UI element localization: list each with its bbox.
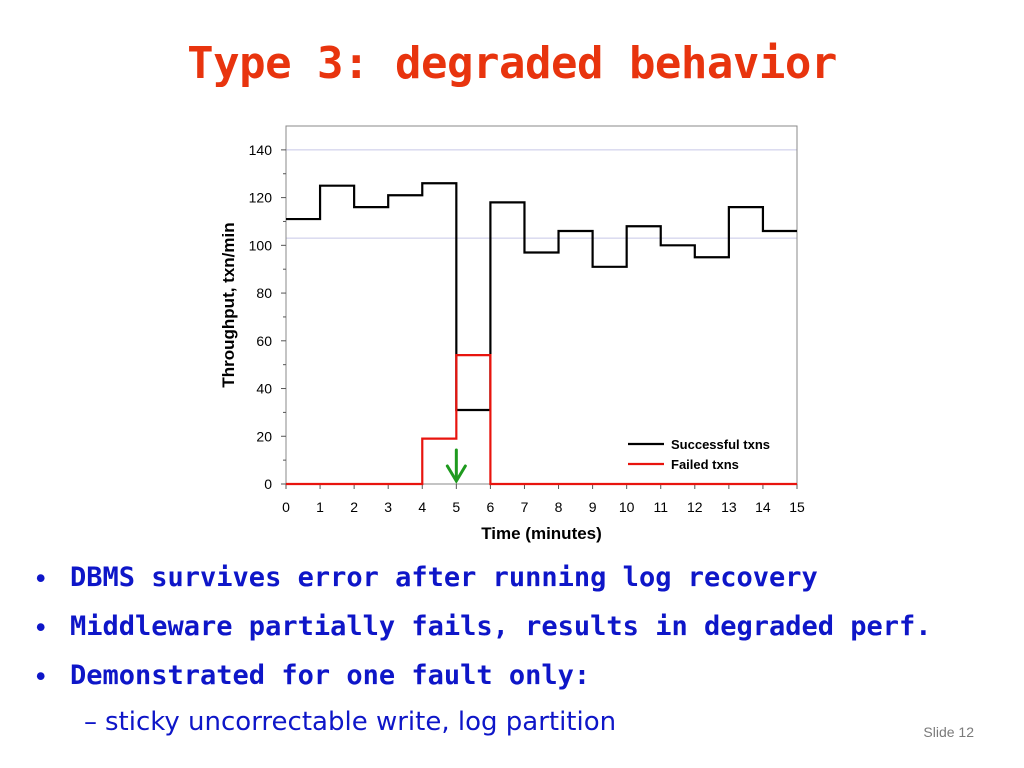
bullet-item: • Demonstrated for one fault only: xyxy=(36,656,996,705)
bullet-list: • DBMS survives error after running log … xyxy=(36,558,996,705)
y-tick-label: 0 xyxy=(264,476,272,492)
sub-bullet: – sticky uncorrectable write, log partiti… xyxy=(84,704,616,740)
x-tick-label: 4 xyxy=(418,499,426,515)
x-tick-label: 3 xyxy=(384,499,392,515)
y-tick-label: 80 xyxy=(256,285,272,301)
x-tick-label: 15 xyxy=(789,499,805,515)
x-tick-label: 10 xyxy=(619,499,635,515)
x-tick-label: 12 xyxy=(687,499,703,515)
slide-number: Slide 12 xyxy=(923,724,974,740)
bullet-text: DBMS survives error after running log re… xyxy=(70,562,818,593)
bullet-marker: • xyxy=(36,612,46,642)
x-tick-label: 9 xyxy=(589,499,597,515)
bullet-text: Demonstrated for one fault only: xyxy=(70,660,591,691)
bullet-marker: • xyxy=(36,661,46,691)
arrow-stroke xyxy=(445,464,467,484)
y-tick-label: 20 xyxy=(256,428,272,444)
bullet-item: • DBMS survives error after running log … xyxy=(36,558,996,607)
x-tick-label: 8 xyxy=(555,499,563,515)
x-tick-label: 6 xyxy=(487,499,495,515)
x-tick-label: 11 xyxy=(653,499,668,515)
x-tick-label: 14 xyxy=(755,499,771,515)
y-axis-label: Throughput, txn/min xyxy=(219,222,238,387)
x-tick-label: 13 xyxy=(721,499,737,515)
x-tick-label: 2 xyxy=(350,499,358,515)
y-tick-label: 60 xyxy=(256,333,272,349)
legend-label: Failed txns xyxy=(671,457,739,472)
slide-title: Type 3: degraded behavior xyxy=(187,38,837,89)
plot-frame xyxy=(285,125,798,485)
x-axis-label: Time (minutes) xyxy=(481,524,602,543)
sub-bullet-marker: – xyxy=(84,707,97,737)
y-tick-label: 100 xyxy=(249,237,273,253)
failed-txns-line xyxy=(286,354,797,486)
bullet-text: Middleware partially fails, results in d… xyxy=(70,611,932,642)
x-tick-label: 7 xyxy=(521,499,529,515)
x-tick-label: 0 xyxy=(282,499,290,515)
sub-bullet-text: sticky uncorrectable write, log partitio… xyxy=(105,707,617,737)
y-tick-label: 40 xyxy=(256,381,272,397)
x-tick-label: 5 xyxy=(452,499,460,515)
down-arrow-icon xyxy=(445,448,467,484)
y-tick-label: 120 xyxy=(249,190,273,206)
bullet-marker: • xyxy=(36,563,46,593)
bullet-item: • Middleware partially fails, results in… xyxy=(36,607,996,656)
y-tick-label: 140 xyxy=(249,142,273,158)
legend-label: Successful txns xyxy=(671,437,770,452)
successful-txns-line xyxy=(286,182,797,412)
x-tick-label: 1 xyxy=(316,499,324,515)
